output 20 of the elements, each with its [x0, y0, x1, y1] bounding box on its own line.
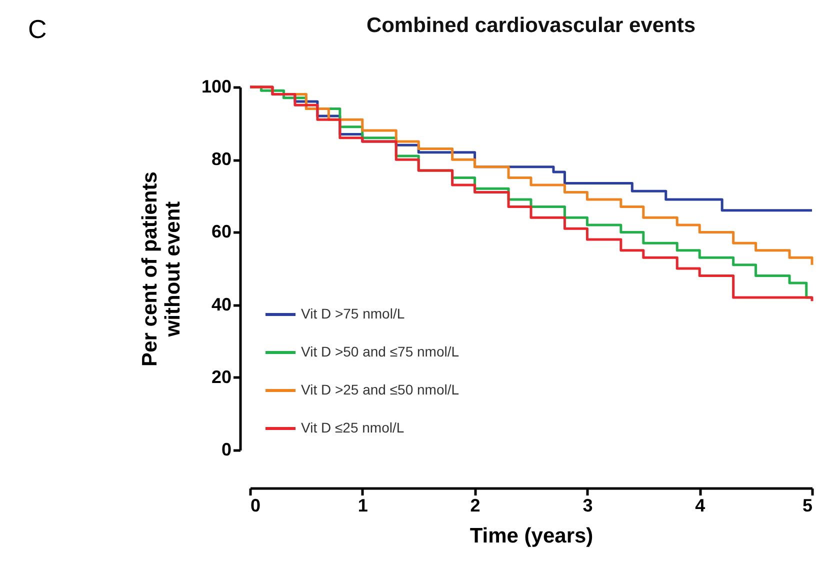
- x-tick-label: 2: [470, 496, 480, 516]
- legend-label: Vit D >75 nmol/L: [301, 306, 405, 322]
- x-tick-label: 5: [802, 496, 812, 516]
- y-axis-title: Per cent of patients without event: [138, 172, 184, 366]
- y-tick-label: 0: [221, 440, 232, 460]
- y-tick-label: 80: [211, 149, 232, 170]
- legend-label: Vit D >50 and ≤75 nmol/L: [301, 344, 460, 360]
- x-tick-label: 1: [358, 496, 368, 516]
- chart-title: Combined cardiovascular events: [366, 14, 696, 37]
- y-tick-label: 40: [211, 294, 232, 314]
- x-axis-title: Time (years): [470, 524, 594, 548]
- y-tick-label: 60: [211, 222, 232, 242]
- legend-label: Vit D ≤25 nmol/L: [301, 420, 404, 436]
- x-tick-label: 4: [695, 496, 706, 516]
- x-tick-label: 3: [582, 496, 593, 516]
- y-tick-label: 100: [201, 76, 232, 96]
- y-tick-label: 20: [211, 366, 232, 387]
- text: C: [28, 14, 47, 45]
- x-tick-label: 0: [250, 496, 261, 516]
- legend-label: Vit D >25 and ≤50 nmol/L: [301, 382, 460, 398]
